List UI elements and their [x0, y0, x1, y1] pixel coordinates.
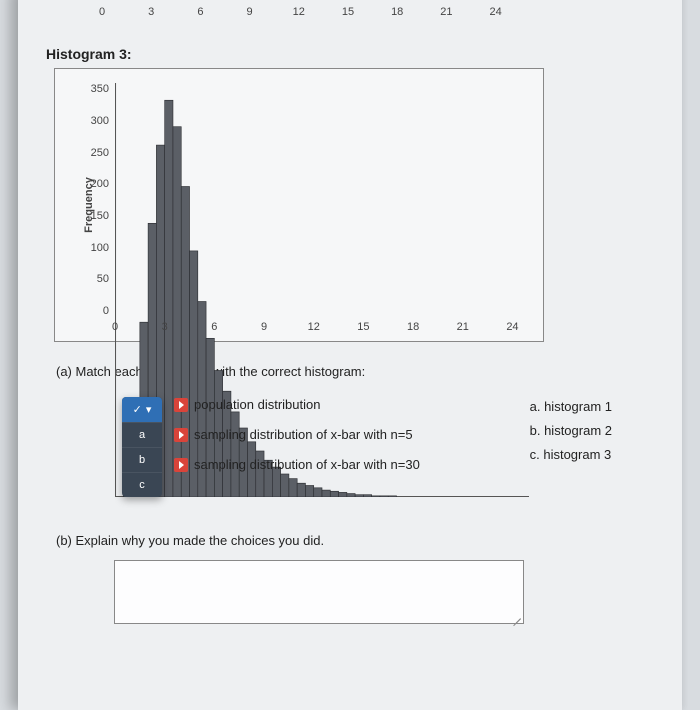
answer-choice-a: a. histogram 1 [530, 395, 612, 419]
matching-block: ✓ ▾ a b c population distribution sampli… [56, 397, 658, 507]
y-tick: 150 [83, 210, 109, 222]
dropdown-option-c[interactable]: c [122, 472, 162, 497]
x-tick: 18 [407, 321, 419, 333]
histogram-3-title: Histogram 3: [46, 46, 658, 62]
prev-xaxis-tick: 0 [99, 6, 105, 18]
match-item-1: population distribution [174, 397, 320, 412]
check-icon: ✓ [133, 403, 142, 416]
y-tick: 0 [83, 305, 109, 317]
match-item-3: sampling distribution of x-bar with n=30 [174, 457, 420, 472]
y-tick: 100 [83, 242, 109, 254]
histogram-3-plot-area [115, 83, 529, 311]
prev-xaxis-tick: 18 [391, 6, 403, 18]
dropdown-option-a[interactable]: a [122, 422, 162, 447]
dropdown-menu[interactable]: ✓ ▾ a b c [122, 397, 162, 497]
answer-choice-c: c. histogram 3 [530, 443, 612, 467]
hint-icon[interactable] [174, 398, 188, 412]
x-tick: 24 [506, 321, 518, 333]
y-tick: 250 [83, 147, 109, 159]
dropdown-option-b[interactable]: b [122, 447, 162, 472]
prev-histogram-xaxis: 0 03691215182124 [94, 2, 522, 26]
hint-icon[interactable] [174, 428, 188, 442]
resize-grip-icon[interactable] [509, 609, 521, 621]
answer-choices: a. histogram 1 b. histogram 2 c. histogr… [530, 395, 612, 467]
prev-xaxis-tick: 24 [489, 6, 501, 18]
dropdown-option-selected[interactable]: ✓ ▾ [122, 397, 162, 422]
y-tick: 50 [83, 273, 109, 285]
prev-xaxis-tick: 6 [197, 6, 203, 18]
match-item-3-label: sampling distribution of x-bar with n=30 [194, 457, 420, 472]
y-tick: 300 [83, 115, 109, 127]
hint-icon[interactable] [174, 458, 188, 472]
answer-choice-b: b. histogram 2 [530, 419, 612, 443]
prev-xaxis-tick: 21 [440, 6, 452, 18]
y-tick: 200 [83, 178, 109, 190]
prev-xaxis-tick: 15 [342, 6, 354, 18]
explanation-textarea[interactable] [114, 560, 524, 624]
prev-xaxis-tick: 9 [247, 6, 253, 18]
x-tick: 6 [211, 321, 217, 333]
question-b-text: (b) Explain why you made the choices you… [56, 533, 658, 548]
x-tick: 12 [308, 321, 320, 333]
match-item-1-label: population distribution [194, 397, 320, 412]
y-tick: 350 [83, 83, 109, 95]
match-item-2-label: sampling distribution of x-bar with n=5 [194, 427, 413, 442]
x-tick: 9 [261, 321, 267, 333]
chevron-down-icon: ▾ [146, 403, 152, 416]
prev-xaxis-tick: 3 [148, 6, 154, 18]
x-tick: 21 [457, 321, 469, 333]
histogram-3-frame: Frequency 050100150200250300350 03691215… [54, 68, 544, 342]
match-item-2: sampling distribution of x-bar with n=5 [174, 427, 413, 442]
worksheet-sheet: 0 03691215182124 Histogram 3: Frequency … [18, 0, 682, 710]
x-tick: 15 [357, 321, 369, 333]
x-tick: 0 [112, 321, 118, 333]
prev-xaxis-tick: 12 [293, 6, 305, 18]
x-tick: 3 [162, 321, 168, 333]
